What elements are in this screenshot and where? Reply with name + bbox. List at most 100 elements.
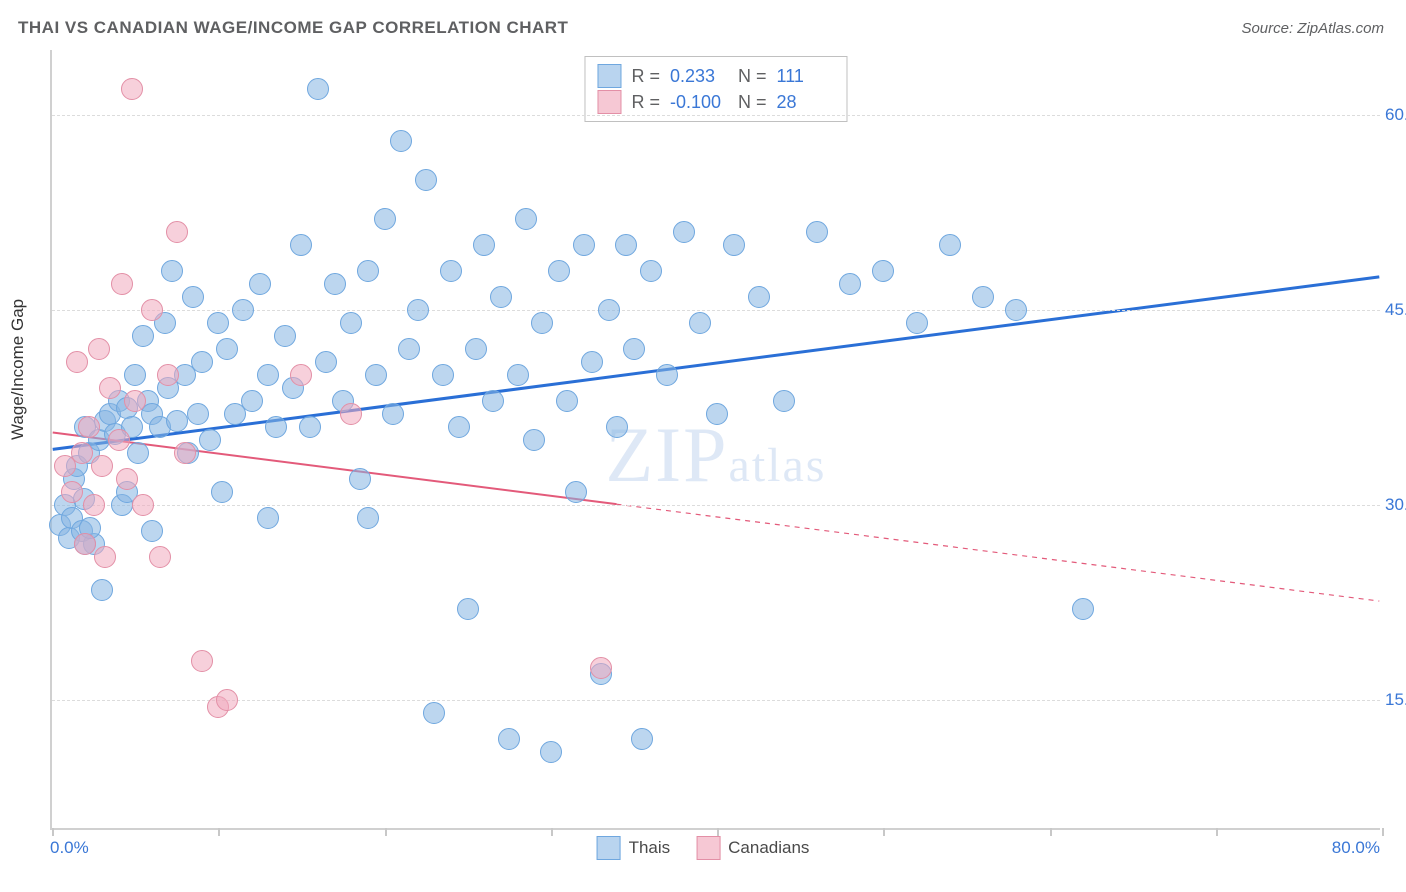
legend-item: Canadians	[696, 836, 809, 860]
scatter-point	[590, 657, 612, 679]
scatter-point	[1005, 299, 1027, 321]
scatter-point	[265, 416, 287, 438]
scatter-point	[972, 286, 994, 308]
source-label: Source: ZipAtlas.com	[1241, 20, 1384, 37]
scatter-point	[71, 442, 93, 464]
y-axis-label: Wage/Income Gap	[8, 299, 28, 440]
scatter-point	[507, 364, 529, 386]
scatter-point	[88, 338, 110, 360]
scatter-point	[432, 364, 454, 386]
scatter-point	[232, 299, 254, 321]
scatter-point	[872, 260, 894, 282]
scatter-point	[161, 260, 183, 282]
legend-stat-row: R =-0.100N =28	[597, 89, 834, 115]
scatter-point	[357, 260, 379, 282]
scatter-point	[127, 442, 149, 464]
scatter-point	[573, 234, 595, 256]
scatter-point	[390, 130, 412, 152]
scatter-point	[121, 78, 143, 100]
scatter-point	[365, 364, 387, 386]
scatter-point	[706, 403, 728, 425]
y-tick-label: 45.0%	[1385, 300, 1406, 320]
scatter-point	[315, 351, 337, 373]
scatter-point	[906, 312, 928, 334]
scatter-point	[340, 403, 362, 425]
scatter-point	[839, 273, 861, 295]
scatter-point	[199, 429, 221, 451]
scatter-point	[531, 312, 553, 334]
scatter-point	[548, 260, 570, 282]
x-tick	[1216, 828, 1218, 836]
scatter-point	[324, 273, 346, 295]
scatter-point	[124, 364, 146, 386]
scatter-point	[108, 429, 130, 451]
y-tick-label: 15.0%	[1385, 690, 1406, 710]
scatter-point	[423, 702, 445, 724]
scatter-point	[806, 221, 828, 243]
scatter-point	[340, 312, 362, 334]
scatter-point	[157, 364, 179, 386]
scatter-point	[565, 481, 587, 503]
scatter-point	[457, 598, 479, 620]
r-label: R =	[631, 89, 660, 115]
scatter-point	[349, 468, 371, 490]
plot-area: ZIPatlas R =0.233N =111R =-0.100N =28 15…	[50, 50, 1380, 830]
legend-swatch	[696, 836, 720, 860]
scatter-point	[640, 260, 662, 282]
chart-container: THAI VS CANADIAN WAGE/INCOME GAP CORRELA…	[0, 0, 1406, 892]
x-axis-max-label: 80.0%	[1332, 838, 1380, 858]
gridline	[52, 505, 1380, 506]
scatter-point	[407, 299, 429, 321]
scatter-point	[415, 169, 437, 191]
scatter-point	[656, 364, 678, 386]
scatter-point	[556, 390, 578, 412]
watermark-sub: atlas	[729, 439, 827, 492]
x-axis-min-label: 0.0%	[50, 838, 89, 858]
scatter-point	[465, 338, 487, 360]
scatter-point	[61, 481, 83, 503]
scatter-point	[290, 234, 312, 256]
scatter-point	[631, 728, 653, 750]
scatter-point	[191, 650, 213, 672]
scatter-point	[257, 364, 279, 386]
legend-item: Thais	[597, 836, 671, 860]
x-tick	[883, 828, 885, 836]
legend-series: Thais Canadians	[597, 836, 810, 860]
r-label: R =	[631, 63, 660, 89]
scatter-point	[249, 273, 271, 295]
x-tick	[1382, 828, 1384, 836]
scatter-point	[299, 416, 321, 438]
y-tick-label: 60.0%	[1385, 105, 1406, 125]
x-tick	[52, 828, 54, 836]
scatter-point	[257, 507, 279, 529]
x-tick	[717, 828, 719, 836]
n-label: N =	[738, 63, 767, 89]
n-label: N =	[738, 89, 767, 115]
scatter-point	[606, 416, 628, 438]
scatter-point	[191, 351, 213, 373]
scatter-point	[99, 377, 121, 399]
trend-lines	[52, 50, 1380, 828]
scatter-point	[207, 312, 229, 334]
scatter-point	[83, 494, 105, 516]
scatter-point	[1072, 598, 1094, 620]
legend-swatch	[597, 836, 621, 860]
n-value: 111	[777, 63, 835, 89]
scatter-point	[274, 325, 296, 347]
gridline	[52, 115, 1380, 116]
scatter-point	[74, 533, 96, 555]
scatter-point	[111, 273, 133, 295]
scatter-point	[523, 429, 545, 451]
scatter-point	[773, 390, 795, 412]
scatter-point	[374, 208, 396, 230]
scatter-point	[211, 481, 233, 503]
scatter-point	[723, 234, 745, 256]
scatter-point	[689, 312, 711, 334]
legend-label: Thais	[629, 838, 671, 858]
scatter-point	[141, 520, 163, 542]
scatter-point	[66, 351, 88, 373]
legend-stats-box: R =0.233N =111R =-0.100N =28	[584, 56, 847, 122]
scatter-point	[187, 403, 209, 425]
scatter-point	[615, 234, 637, 256]
scatter-point	[78, 416, 100, 438]
